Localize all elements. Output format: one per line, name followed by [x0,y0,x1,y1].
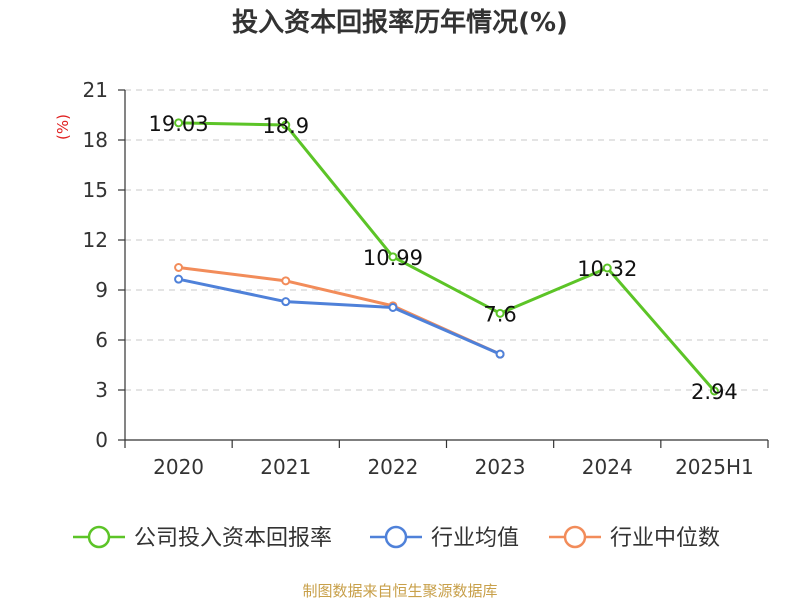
data-point [388,303,398,312]
data-point [388,252,398,262]
x-tick-label: 2021 [260,455,311,479]
legend-marker-icon [87,525,111,549]
axes: 0 3 6 9 12 15 18 21 2020 2021 2022 2023 2024 2025H1 [83,78,769,479]
chart-title: 投入资本回报率历年情况(%) [232,7,568,38]
x-tick-label: 2020 [153,455,204,479]
data-point [174,274,184,284]
data-point [495,349,505,359]
series-lines [174,118,719,396]
y-axis-unit-label: (%) [54,114,72,140]
legend-item-1: 行业均值 [370,525,519,551]
legend-marker-icon [384,525,408,549]
y-tick-label: 3 [95,378,108,402]
series-line-2 [178,266,501,356]
y-tick-label: 0 [95,428,108,452]
grid-lines [125,89,768,391]
data-point [281,276,291,286]
legend-label: 行业中位数 [610,526,720,551]
data-label: 18.9 [262,114,309,138]
data-label: 10.99 [363,246,423,270]
legend-item-0: 公司投入资本回报率 [73,525,332,551]
x-tick-label: 2024 [582,455,633,479]
x-tick-label: 2023 [475,455,526,479]
data-labels: 19.03 18.9 10.99 7.6 10.32 2.94 [149,112,738,404]
legend-label: 公司投入资本回报率 [134,526,332,551]
x-tick-label: 2025H1 [675,455,754,479]
y-tick-label: 21 [83,78,108,102]
y-tick-label: 12 [83,228,108,252]
legend-marker-icon [563,525,587,549]
data-point [174,263,184,272]
data-point [281,120,291,130]
series-line-1 [178,277,501,356]
data-label: 7.6 [483,302,516,326]
x-tick-label: 2022 [367,455,418,479]
legend: 公司投入资本回报率 行业均值 行业中位数 [73,525,720,551]
source-note: 制图数据来自恒生聚源数据库 [302,582,497,600]
y-tick-label: 15 [83,178,108,202]
series-line-0 [178,121,716,392]
y-tick-label: 9 [95,278,108,302]
y-tick-label: 6 [95,328,108,352]
legend-item-2: 行业中位数 [549,525,720,551]
data-point [495,308,505,318]
data-label: 19.03 [149,112,209,136]
data-point [709,386,719,396]
legend-label: 行业均值 [431,526,519,551]
data-label: 10.32 [577,257,637,281]
data-point [174,118,184,128]
data-label: 2.94 [691,380,738,404]
data-point [602,263,612,273]
data-point [281,297,291,307]
y-tick-label: 18 [83,128,108,152]
